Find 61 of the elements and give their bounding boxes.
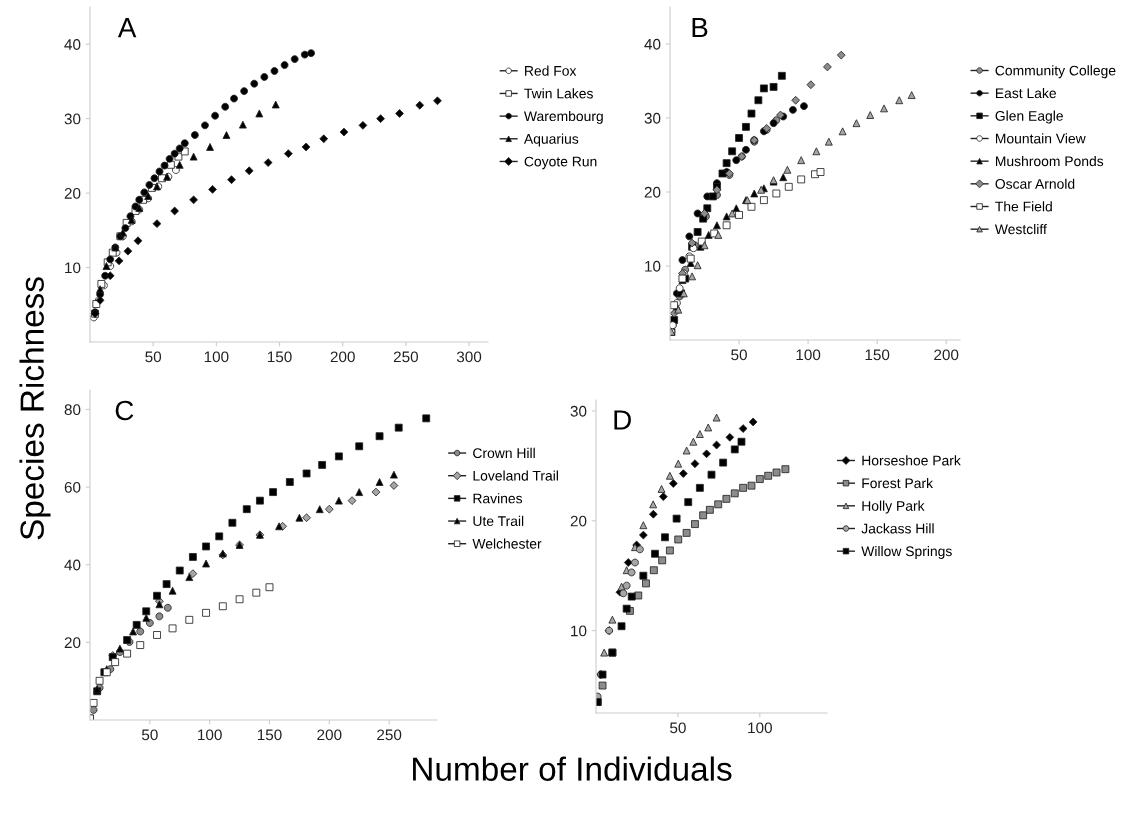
y-tick-label: 60 [64, 481, 81, 493]
x-axis-title: Number of Individuals [413, 756, 732, 781]
legend-label: Twin Lakes [524, 88, 593, 99]
legend-label: Westcliff [994, 223, 1047, 235]
legend-label: Red Fox [525, 65, 577, 76]
x-tick-label: 150 [267, 351, 292, 363]
x-tick-label: 250 [377, 729, 402, 741]
x-tick-label: 150 [257, 729, 282, 741]
legend-label: Coyote Run [524, 156, 597, 170]
y-tick-label: 30 [570, 405, 587, 417]
y-tick-label: 40 [64, 39, 81, 50]
legend-label: Willow Springs [861, 545, 952, 559]
y-tick-label: 20 [644, 186, 661, 198]
x-tick-label: 50 [670, 722, 686, 734]
y-tick-label: 30 [644, 112, 661, 124]
x-tick-label: 50 [731, 349, 747, 361]
legend-label: Loveland Trail [473, 470, 558, 481]
legend-label: Forest Park [862, 477, 934, 489]
chart-title: C [115, 400, 134, 421]
legend-label: Warembourg [523, 110, 603, 124]
chart-title: D [614, 410, 631, 430]
legend-label: Holly Park [862, 500, 925, 514]
x-tick-label: 100 [204, 351, 229, 363]
x-tick-label: 250 [393, 351, 419, 363]
legend-label: Community College [995, 65, 1116, 79]
legend-label: East Lake [995, 87, 1056, 99]
legend-label: Mountain View [995, 133, 1086, 144]
y-tick-label: 20 [64, 187, 81, 199]
x-tick-label: 50 [145, 351, 162, 363]
y-axis-title: Species Richness [19, 277, 51, 540]
x-tick-label: 100 [796, 349, 821, 361]
x-tick-label: 200 [317, 729, 342, 741]
y-tick-label: 30 [64, 113, 81, 125]
legend-label: Ravines [473, 493, 523, 504]
x-tick-label: 200 [330, 351, 355, 363]
x-tick-label: 100 [748, 722, 772, 734]
y-tick-label: 20 [570, 515, 587, 527]
x-tick-label: 150 [865, 349, 890, 361]
y-tick-label: 10 [645, 260, 661, 272]
chart-title: A [117, 18, 137, 38]
y-tick-label: 80 [64, 404, 81, 416]
legend-label: Horseshoe Park [862, 455, 961, 466]
y-tick-label: 10 [65, 262, 81, 274]
legend-label: Ute Trail [473, 515, 524, 527]
legend-label: The Field [995, 201, 1052, 212]
x-tick-label: 300 [456, 351, 482, 363]
y-tick-label: 10 [571, 625, 587, 637]
x-tick-label: 200 [934, 349, 959, 361]
legend-label: Oscar Arnold [995, 178, 1075, 189]
legend-label: Crown Hill [473, 447, 535, 459]
legend-label: Aquarius [523, 133, 579, 147]
legend-label: Jackass Hill [861, 523, 934, 534]
x-tick-label: 100 [198, 729, 222, 741]
legend-label: Welchester [472, 538, 542, 549]
legend-label: Mushroom Ponds [995, 155, 1104, 167]
y-tick-label: 20 [64, 637, 81, 649]
y-tick-label: 40 [644, 38, 661, 50]
y-tick-label: 40 [64, 559, 81, 571]
chart-title: B [692, 18, 708, 38]
x-tick-label: 50 [141, 729, 158, 741]
legend-label: Glen Eagle [995, 110, 1063, 124]
